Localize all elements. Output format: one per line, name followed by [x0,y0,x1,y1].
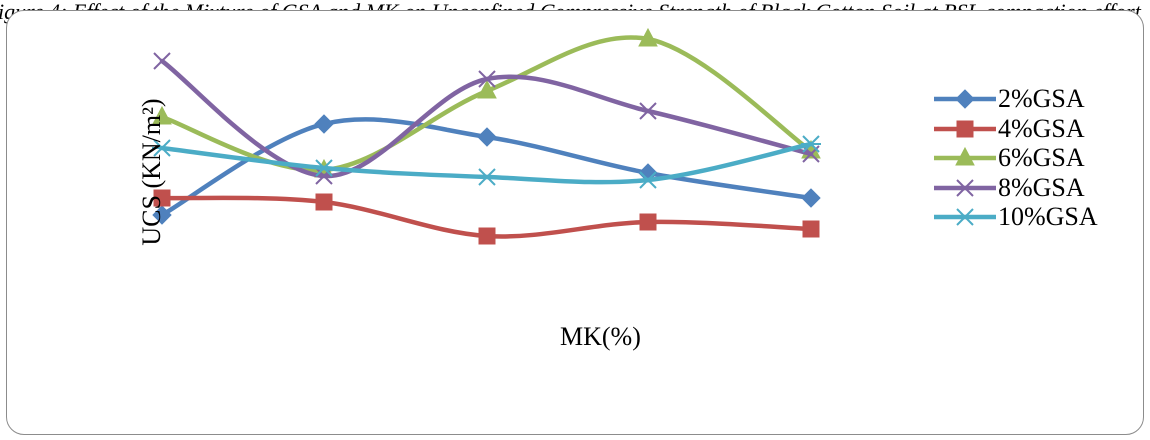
legend-label: 4%GSA [998,113,1085,143]
chart-frame [6,10,1144,435]
legend-marker [955,208,975,226]
y-axis-label: UCS (KN/m²) [137,98,166,246]
legend-marker [956,120,974,137]
legend-label: 2%GSA [998,84,1085,113]
data-point [801,135,821,153]
data-point [638,171,658,189]
data-point [478,70,496,88]
data-point [315,193,333,211]
series-4-pct-gsa [153,189,820,245]
legend-label: 10%GSA [998,202,1098,231]
series-8-pct-gsa [153,52,820,185]
series-10-pct-gsa [152,135,821,189]
data-point [639,213,657,231]
x-axis-label: MK(%) [560,322,641,351]
data-point [314,159,334,177]
legend-marker [955,89,975,109]
legend-marker [956,178,974,197]
legend-marker [955,146,975,166]
series-6-pct-gsa [152,27,821,178]
series-2-pct-gsa [152,114,821,225]
data-point [638,27,658,47]
data-point [314,114,334,134]
legend-label: 8%GSA [998,172,1085,202]
legend-swatch [934,146,996,166]
data-point [639,102,657,120]
data-point [153,189,171,207]
data-point [152,139,172,157]
data-point [477,127,497,147]
data-point [477,168,497,186]
series-line [159,58,814,179]
data-point [801,188,821,208]
data-point [478,227,496,245]
legend-swatch [934,208,996,226]
data-point [477,79,497,99]
data-point [802,220,820,238]
data-point [152,105,172,125]
data-point [152,205,172,225]
legend-swatch [934,120,996,137]
legend-label: 6%GSA [998,143,1085,172]
data-point [153,52,171,70]
legend-swatch [934,89,996,109]
legend-swatch [934,178,996,197]
